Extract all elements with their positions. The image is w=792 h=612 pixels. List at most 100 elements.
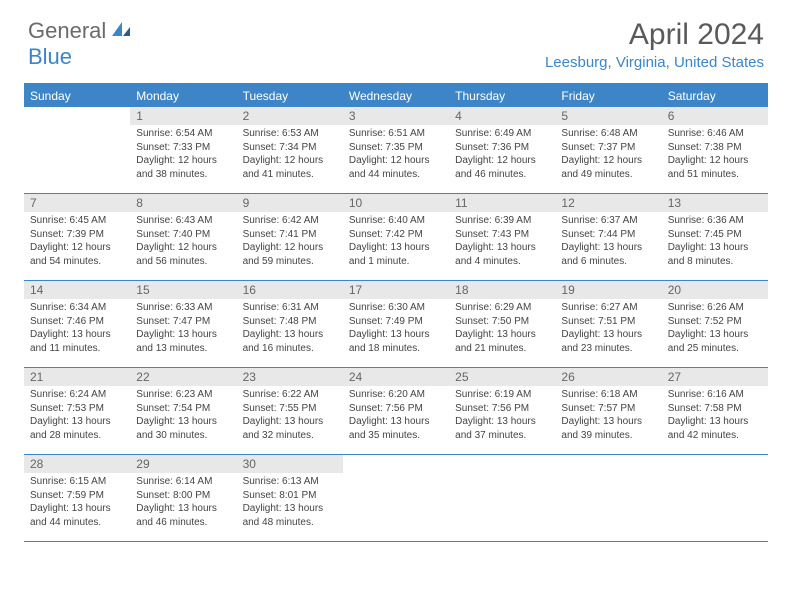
sunset-text: Sunset: 7:43 PM [455, 228, 549, 242]
sunset-text: Sunset: 7:48 PM [243, 315, 337, 329]
daylight-text: Daylight: 12 hours and 51 minutes. [668, 154, 762, 181]
sunset-text: Sunset: 7:42 PM [349, 228, 443, 242]
cell-body: Sunrise: 6:48 AMSunset: 7:37 PMDaylight:… [555, 125, 661, 185]
cell-body: Sunrise: 6:29 AMSunset: 7:50 PMDaylight:… [449, 299, 555, 359]
sunrise-text: Sunrise: 6:30 AM [349, 301, 443, 315]
daylight-text: Daylight: 13 hours and 21 minutes. [455, 328, 549, 355]
sunrise-text: Sunrise: 6:54 AM [136, 127, 230, 141]
cell-body: Sunrise: 6:16 AMSunset: 7:58 PMDaylight:… [662, 386, 768, 446]
date-number: 25 [449, 368, 555, 386]
calendar-cell [343, 455, 449, 541]
day-header: Wednesday [343, 85, 449, 107]
cell-body: Sunrise: 6:36 AMSunset: 7:45 PMDaylight:… [662, 212, 768, 272]
sunrise-text: Sunrise: 6:49 AM [455, 127, 549, 141]
daylight-text: Daylight: 13 hours and 11 minutes. [30, 328, 124, 355]
week-row: 28Sunrise: 6:15 AMSunset: 7:59 PMDayligh… [24, 455, 768, 542]
daylight-text: Daylight: 13 hours and 8 minutes. [668, 241, 762, 268]
logo: General [28, 18, 134, 44]
calendar-cell: 1Sunrise: 6:54 AMSunset: 7:33 PMDaylight… [130, 107, 236, 193]
daylight-text: Daylight: 12 hours and 59 minutes. [243, 241, 337, 268]
day-header: Monday [130, 85, 236, 107]
cell-body: Sunrise: 6:53 AMSunset: 7:34 PMDaylight:… [237, 125, 343, 185]
logo-text-general: General [28, 18, 106, 44]
sunset-text: Sunset: 7:38 PM [668, 141, 762, 155]
sunset-text: Sunset: 7:59 PM [30, 489, 124, 503]
sunrise-text: Sunrise: 6:39 AM [455, 214, 549, 228]
sunrise-text: Sunrise: 6:18 AM [561, 388, 655, 402]
date-number: 29 [130, 455, 236, 473]
date-number: 10 [343, 194, 449, 212]
sunrise-text: Sunrise: 6:14 AM [136, 475, 230, 489]
cell-body: Sunrise: 6:51 AMSunset: 7:35 PMDaylight:… [343, 125, 449, 185]
date-number: 20 [662, 281, 768, 299]
sunset-text: Sunset: 7:35 PM [349, 141, 443, 155]
cell-body: Sunrise: 6:54 AMSunset: 7:33 PMDaylight:… [130, 125, 236, 185]
sunrise-text: Sunrise: 6:20 AM [349, 388, 443, 402]
calendar-cell: 27Sunrise: 6:16 AMSunset: 7:58 PMDayligh… [662, 368, 768, 454]
sunset-text: Sunset: 7:41 PM [243, 228, 337, 242]
sunset-text: Sunset: 7:46 PM [30, 315, 124, 329]
day-header: Tuesday [237, 85, 343, 107]
sunrise-text: Sunrise: 6:26 AM [668, 301, 762, 315]
daylight-text: Daylight: 13 hours and 28 minutes. [30, 415, 124, 442]
calendar-cell: 12Sunrise: 6:37 AMSunset: 7:44 PMDayligh… [555, 194, 661, 280]
sunrise-text: Sunrise: 6:46 AM [668, 127, 762, 141]
sunset-text: Sunset: 7:58 PM [668, 402, 762, 416]
cell-body: Sunrise: 6:15 AMSunset: 7:59 PMDaylight:… [24, 473, 130, 533]
date-number: 9 [237, 194, 343, 212]
daylight-text: Daylight: 13 hours and 42 minutes. [668, 415, 762, 442]
date-number: 5 [555, 107, 661, 125]
cell-body: Sunrise: 6:34 AMSunset: 7:46 PMDaylight:… [24, 299, 130, 359]
sunrise-text: Sunrise: 6:23 AM [136, 388, 230, 402]
date-number: 13 [662, 194, 768, 212]
calendar-cell: 15Sunrise: 6:33 AMSunset: 7:47 PMDayligh… [130, 281, 236, 367]
date-number: 6 [662, 107, 768, 125]
calendar-cell: 24Sunrise: 6:20 AMSunset: 7:56 PMDayligh… [343, 368, 449, 454]
calendar-cell: 2Sunrise: 6:53 AMSunset: 7:34 PMDaylight… [237, 107, 343, 193]
daylight-text: Daylight: 13 hours and 30 minutes. [136, 415, 230, 442]
calendar-cell: 21Sunrise: 6:24 AMSunset: 7:53 PMDayligh… [24, 368, 130, 454]
week-row: 1Sunrise: 6:54 AMSunset: 7:33 PMDaylight… [24, 107, 768, 194]
cell-body: Sunrise: 6:37 AMSunset: 7:44 PMDaylight:… [555, 212, 661, 272]
logo-text-blue: Blue [28, 44, 72, 69]
daylight-text: Daylight: 12 hours and 41 minutes. [243, 154, 337, 181]
sunset-text: Sunset: 7:50 PM [455, 315, 549, 329]
sunset-text: Sunset: 7:44 PM [561, 228, 655, 242]
sunset-text: Sunset: 7:53 PM [30, 402, 124, 416]
sunrise-text: Sunrise: 6:27 AM [561, 301, 655, 315]
sunrise-text: Sunrise: 6:51 AM [349, 127, 443, 141]
sunrise-text: Sunrise: 6:16 AM [668, 388, 762, 402]
sunrise-text: Sunrise: 6:22 AM [243, 388, 337, 402]
sunset-text: Sunset: 7:51 PM [561, 315, 655, 329]
calendar-cell: 8Sunrise: 6:43 AMSunset: 7:40 PMDaylight… [130, 194, 236, 280]
date-number: 7 [24, 194, 130, 212]
sunrise-text: Sunrise: 6:45 AM [30, 214, 124, 228]
daylight-text: Daylight: 12 hours and 56 minutes. [136, 241, 230, 268]
calendar-cell: 25Sunrise: 6:19 AMSunset: 7:56 PMDayligh… [449, 368, 555, 454]
sunset-text: Sunset: 7:33 PM [136, 141, 230, 155]
daylight-text: Daylight: 13 hours and 18 minutes. [349, 328, 443, 355]
date-number: 12 [555, 194, 661, 212]
daylight-text: Daylight: 12 hours and 54 minutes. [30, 241, 124, 268]
cell-body: Sunrise: 6:18 AMSunset: 7:57 PMDaylight:… [555, 386, 661, 446]
cell-body: Sunrise: 6:23 AMSunset: 7:54 PMDaylight:… [130, 386, 236, 446]
sunset-text: Sunset: 7:47 PM [136, 315, 230, 329]
calendar-cell: 5Sunrise: 6:48 AMSunset: 7:37 PMDaylight… [555, 107, 661, 193]
cell-body: Sunrise: 6:13 AMSunset: 8:01 PMDaylight:… [237, 473, 343, 533]
sunset-text: Sunset: 7:36 PM [455, 141, 549, 155]
daylight-text: Daylight: 13 hours and 37 minutes. [455, 415, 549, 442]
calendar-cell: 26Sunrise: 6:18 AMSunset: 7:57 PMDayligh… [555, 368, 661, 454]
calendar-cell: 18Sunrise: 6:29 AMSunset: 7:50 PMDayligh… [449, 281, 555, 367]
cell-body: Sunrise: 6:20 AMSunset: 7:56 PMDaylight:… [343, 386, 449, 446]
sunset-text: Sunset: 7:39 PM [30, 228, 124, 242]
sunset-text: Sunset: 7:57 PM [561, 402, 655, 416]
sunrise-text: Sunrise: 6:53 AM [243, 127, 337, 141]
sunset-text: Sunset: 8:00 PM [136, 489, 230, 503]
cell-body: Sunrise: 6:30 AMSunset: 7:49 PMDaylight:… [343, 299, 449, 359]
calendar-cell [662, 455, 768, 541]
date-number: 16 [237, 281, 343, 299]
sunrise-text: Sunrise: 6:19 AM [455, 388, 549, 402]
calendar-cell: 13Sunrise: 6:36 AMSunset: 7:45 PMDayligh… [662, 194, 768, 280]
date-number: 28 [24, 455, 130, 473]
date-number: 24 [343, 368, 449, 386]
